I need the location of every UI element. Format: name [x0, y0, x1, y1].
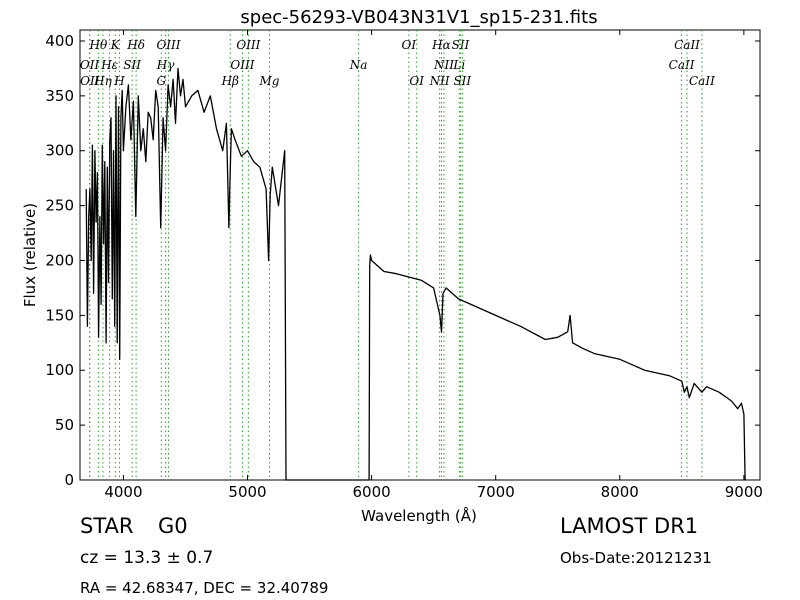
- y-tick-label: 300: [45, 142, 74, 160]
- plot-area: [79, 29, 761, 481]
- coordinates: RA = 42.68347, DEC = 32.40789: [80, 579, 329, 597]
- line-markers: OII OII Hθ Hη Hε K H SII Hδ G Hγ OIII Hβ OIII OIII Mg Na…: [80, 30, 715, 480]
- line-marker-label: Hγ: [156, 58, 175, 72]
- y-tick-label: 50: [55, 416, 74, 434]
- line-marker-label: Hδ: [126, 38, 145, 52]
- line-marker-label: Hβ: [221, 74, 239, 88]
- survey-name: LAMOST DR1: [560, 514, 699, 538]
- spectrum-line: [85, 67, 747, 481]
- y-tick-label: 150: [45, 306, 74, 324]
- line-marker-label: Hθ: [89, 38, 108, 52]
- line-marker-label: SII: [452, 38, 470, 52]
- object-class: STAR: [80, 514, 134, 538]
- line-marker-label: OII: [80, 58, 100, 72]
- series-layer: [85, 67, 747, 481]
- line-marker-label: Li: [452, 58, 465, 72]
- line-marker-label: OI: [402, 38, 417, 52]
- line-marker-label: Hα: [431, 38, 451, 52]
- y-tick-label: 400: [45, 32, 74, 50]
- x-tick-label: 7000: [477, 483, 515, 501]
- redshift: cz = 13.3 ± 0.7: [80, 548, 214, 568]
- x-tick-label: 9000: [725, 483, 763, 501]
- chart-title: spec-56293-VB043N31V1_sp15-231.fits: [240, 7, 597, 28]
- line-marker-label: Hε: [100, 58, 118, 72]
- line-marker-label: H: [113, 74, 125, 88]
- line-marker-label: SII: [123, 58, 141, 72]
- line-marker-label: SII: [453, 74, 471, 88]
- line-marker-label: NII: [429, 74, 450, 88]
- line-marker-label: Mg: [258, 74, 279, 88]
- line-marker-label: OIII: [230, 58, 254, 72]
- y-tick-label: 200: [45, 251, 74, 269]
- y-tick-label: 0: [64, 471, 74, 489]
- x-tick-label: 4000: [104, 483, 142, 501]
- x-tick-label: 6000: [353, 483, 391, 501]
- line-marker-label: Hη: [93, 74, 112, 88]
- line-marker-label: OIII: [236, 38, 260, 52]
- x-tick-label: 8000: [601, 483, 639, 501]
- y-axis-label: Flux (relative): [21, 203, 39, 307]
- line-marker-label: OII: [80, 74, 100, 88]
- line-marker-label: K: [110, 38, 121, 52]
- line-marker-label: OI: [409, 74, 424, 88]
- line-marker-label: G: [156, 74, 166, 88]
- line-marker-label: NII: [433, 58, 454, 72]
- obs-date: Obs-Date:20121231: [560, 549, 712, 567]
- line-marker-label: OIII: [156, 38, 180, 52]
- y-tick-label: 100: [45, 361, 74, 379]
- x-tick-label: 5000: [228, 483, 266, 501]
- line-marker-label: CaII: [674, 38, 700, 52]
- line-marker-label: Na: [349, 58, 368, 72]
- line-marker-label: CaII: [669, 58, 695, 72]
- x-axis-label: Wavelength (Å): [361, 506, 477, 525]
- axis-ticks: 4000 5000 6000 7000 8000 9000 0 50 100 150 200 250 3…: [45, 30, 763, 501]
- y-tick-label: 350: [45, 87, 74, 105]
- object-subclass: G0: [158, 514, 188, 538]
- line-marker-label: CaII: [689, 74, 715, 88]
- y-tick-label: 250: [45, 197, 74, 215]
